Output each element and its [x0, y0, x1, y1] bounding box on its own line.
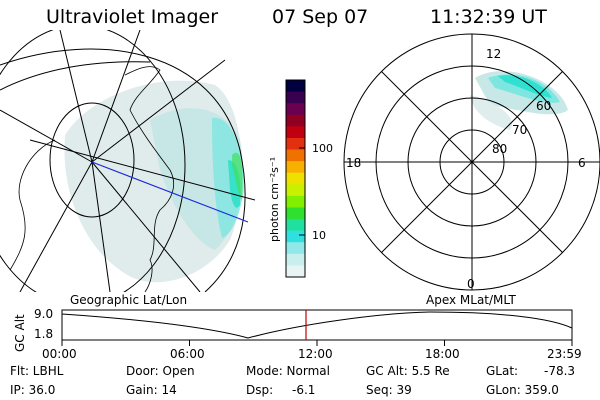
alt-ytick-9: 9.0	[34, 307, 53, 321]
app-title: Ultraviolet Imager	[46, 6, 219, 28]
info-flt: Flt: LBHL	[10, 364, 64, 378]
colorbar-band	[286, 103, 305, 116]
mlat-label-70: 70	[512, 123, 527, 137]
mlt-label-6: 6	[578, 156, 586, 170]
colorbar-band	[286, 230, 305, 243]
info-dsp-label: Dsp:	[246, 383, 274, 397]
mlt-label-12: 12	[486, 47, 501, 61]
left-panel-label: Geographic Lat/Lon	[70, 293, 187, 307]
mlat-label-80: 80	[492, 142, 507, 156]
colorbar-band	[286, 137, 305, 151]
info-glat-value: -78.3	[544, 364, 576, 378]
info-door: Door: Open	[126, 364, 195, 378]
info-ip: IP: 36.0	[10, 383, 56, 397]
info-seq: Seq: 39	[366, 383, 412, 397]
colorbar-band	[286, 172, 305, 185]
colorbar: 100 10 photon cm⁻²s⁻¹	[268, 79, 333, 278]
alt-xtick-2359: 23:59	[547, 347, 582, 361]
alt-ylabel: GC Alt	[13, 314, 27, 352]
colorbar-tick-10: 10	[312, 229, 326, 242]
info-glon: GLon: 359.0	[486, 383, 559, 397]
mlt-label-0: 0	[467, 277, 475, 291]
colorbar-band	[286, 126, 305, 139]
geographic-map	[0, 30, 256, 292]
polar-plot: 12 0 18 6 60 70 80	[343, 33, 600, 291]
colorbar-band	[286, 184, 305, 197]
info-gain: Gain: 14	[126, 383, 177, 397]
colorbar-band	[286, 195, 305, 208]
colorbar-unit-label: photon cm⁻²s⁻¹	[268, 157, 281, 242]
alt-xtick-0000: 00:00	[42, 347, 77, 361]
time-label: 11:32:39 UT	[430, 6, 547, 28]
info-glat-label: GLat:	[486, 364, 519, 378]
altitude-plot: 9.0 1.8 GC Alt 00:00 06:00 12:00 18:00 2…	[13, 307, 582, 361]
colorbar-band	[286, 149, 305, 162]
mlt-label-18: 18	[346, 156, 361, 170]
colorbar-band	[286, 253, 305, 266]
colorbar-band	[286, 91, 305, 104]
colorbar-band	[286, 242, 305, 255]
colorbar-band	[286, 161, 305, 174]
info-mode: Mode: Normal	[246, 364, 330, 378]
colorbar-band	[286, 207, 305, 220]
alt-xtick-1200: 12:00	[298, 347, 333, 361]
info-dsp-value: -6.1	[292, 383, 316, 397]
colorbar-band	[286, 265, 305, 278]
alt-xtick-1800: 18:00	[425, 347, 460, 361]
colorbar-band	[286, 114, 305, 127]
date-label: 07 Sep 07	[272, 6, 369, 28]
alt-ytick-1.8: 1.8	[34, 327, 53, 341]
colorbar-band	[286, 219, 305, 232]
alt-xtick-0600: 06:00	[170, 347, 205, 361]
colorbar-tick-100: 100	[312, 142, 333, 155]
info-gcalt: GC Alt: 5.5 Re	[366, 364, 450, 378]
colorbar-band	[286, 80, 305, 93]
mlat-label-60: 60	[536, 99, 551, 113]
right-panel-label: Apex MLat/MLT	[426, 293, 516, 307]
